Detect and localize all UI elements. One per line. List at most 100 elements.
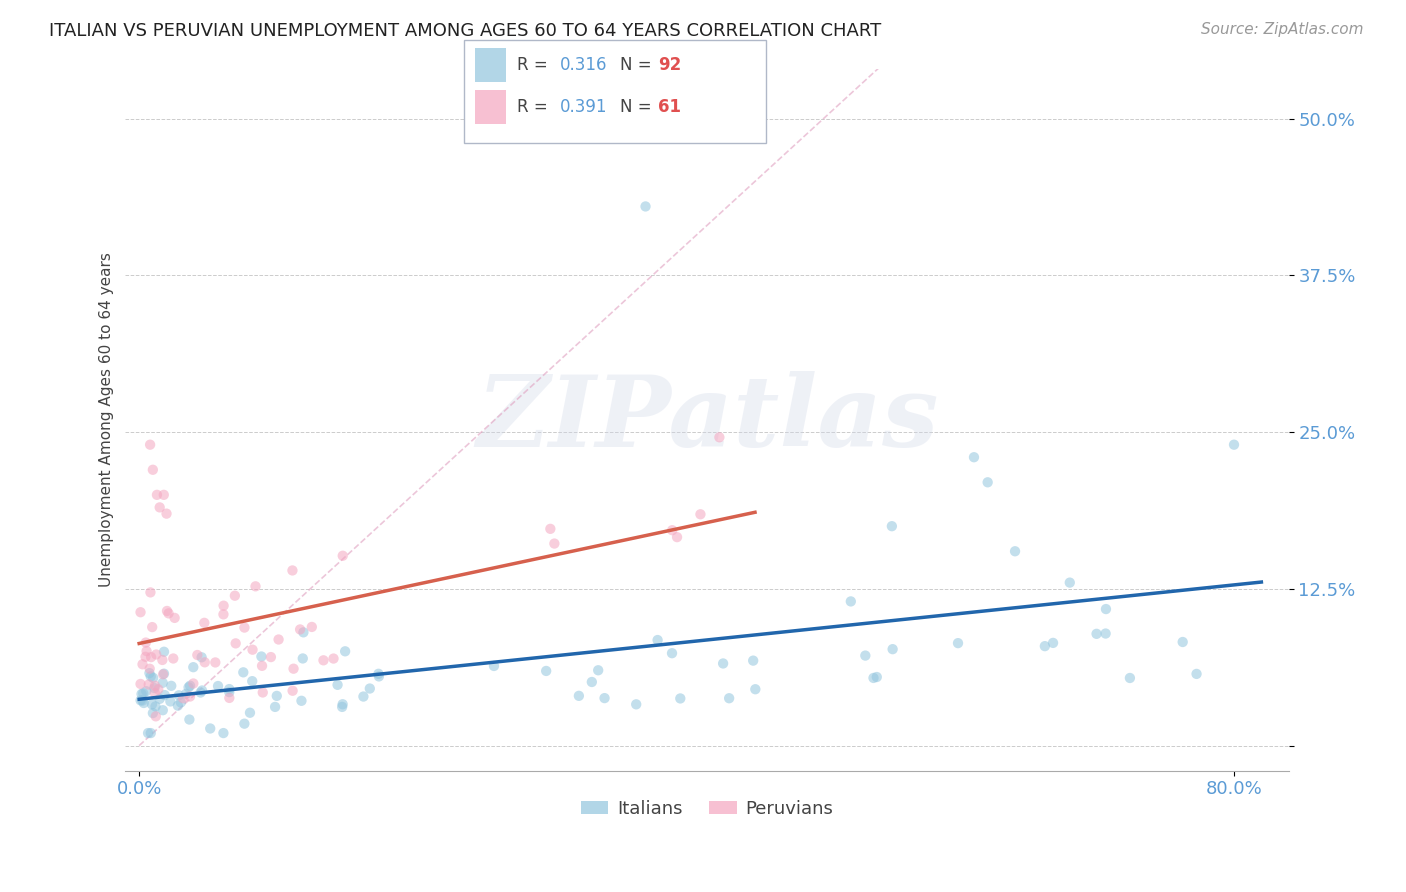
Point (149, 500, 172, 515)
Point (634, 199, 657, 213)
Point (172, 691, 194, 706)
Point (543, 536, 565, 550)
Point (233, 621, 256, 635)
Point (281, 564, 304, 578)
Point (1095, 602, 1118, 616)
Point (129, 605, 152, 619)
Point (134, 649, 156, 664)
Point (711, 657, 734, 671)
Text: 61: 61 (658, 98, 681, 116)
Point (240, 674, 263, 689)
Point (135, 684, 157, 698)
Point (332, 698, 354, 712)
Point (669, 691, 692, 706)
Point (1171, 635, 1194, 649)
Point (718, 691, 741, 706)
Point (153, 645, 176, 659)
Point (250, 658, 273, 673)
Point (138, 666, 160, 681)
Text: ITALIAN VS PERUVIAN UNEMPLOYMENT AMONG AGES 60 TO 64 YEARS CORRELATION CHART: ITALIAN VS PERUVIAN UNEMPLOYMENT AMONG A… (49, 22, 882, 40)
Point (146, 488, 169, 502)
Point (976, 475, 998, 490)
Point (581, 675, 603, 690)
Point (568, 689, 591, 703)
Point (183, 676, 205, 690)
Point (174, 687, 197, 701)
Point (136, 726, 159, 740)
Text: 0.316: 0.316 (560, 56, 607, 74)
Point (250, 649, 273, 664)
Point (963, 450, 986, 465)
Text: N =: N = (620, 56, 657, 74)
Point (288, 623, 311, 637)
Point (142, 706, 165, 720)
Text: N =: N = (620, 98, 657, 116)
Point (1223, 438, 1246, 452)
Point (200, 722, 222, 736)
Text: Source: ZipAtlas.com: Source: ZipAtlas.com (1201, 22, 1364, 37)
Text: 0.391: 0.391 (560, 98, 607, 116)
Point (367, 666, 389, 681)
Point (333, 644, 356, 658)
Point (232, 665, 254, 680)
Point (322, 651, 344, 665)
Point (218, 685, 240, 699)
Point (207, 679, 229, 693)
Point (139, 669, 162, 683)
Point (283, 662, 305, 676)
Point (139, 585, 162, 599)
Point (149, 691, 172, 706)
Point (1033, 639, 1056, 653)
Point (218, 682, 240, 697)
Point (862, 671, 884, 685)
Point (153, 666, 176, 681)
Point (647, 633, 669, 648)
Point (135, 635, 157, 649)
Point (129, 693, 152, 707)
Point (218, 690, 240, 705)
Point (233, 716, 256, 731)
Point (153, 688, 176, 702)
Point (186, 648, 208, 662)
Point (141, 620, 163, 634)
Point (181, 660, 204, 674)
Point (946, 636, 969, 650)
Point (145, 648, 167, 662)
Point (281, 683, 304, 698)
Point (267, 632, 290, 647)
Point (170, 695, 193, 709)
Point (882, 642, 904, 657)
Point (145, 709, 167, 723)
Point (245, 579, 267, 593)
Point (131, 657, 153, 672)
Text: ZIPatlas: ZIPatlas (475, 371, 938, 468)
Point (157, 607, 180, 621)
Point (179, 713, 201, 727)
Point (742, 654, 765, 668)
Point (139, 438, 162, 452)
Point (139, 650, 162, 665)
Point (1119, 671, 1142, 685)
Point (709, 430, 731, 444)
Point (204, 656, 226, 670)
Point (661, 523, 683, 537)
Point (132, 686, 155, 700)
Point (143, 679, 166, 693)
Point (593, 691, 616, 706)
Point (744, 682, 766, 697)
Point (866, 670, 889, 684)
Point (212, 726, 235, 740)
Point (156, 604, 179, 618)
Point (148, 682, 170, 697)
Y-axis label: Unemployment Among Ages 60 to 64 years: Unemployment Among Ages 60 to 64 years (100, 252, 114, 587)
Point (689, 508, 711, 522)
Point (880, 519, 903, 533)
Point (666, 530, 689, 544)
Point (143, 686, 166, 700)
Point (367, 669, 389, 683)
Point (1059, 575, 1081, 590)
Point (212, 599, 235, 613)
Point (177, 681, 200, 695)
Point (138, 677, 160, 691)
Point (586, 663, 609, 677)
